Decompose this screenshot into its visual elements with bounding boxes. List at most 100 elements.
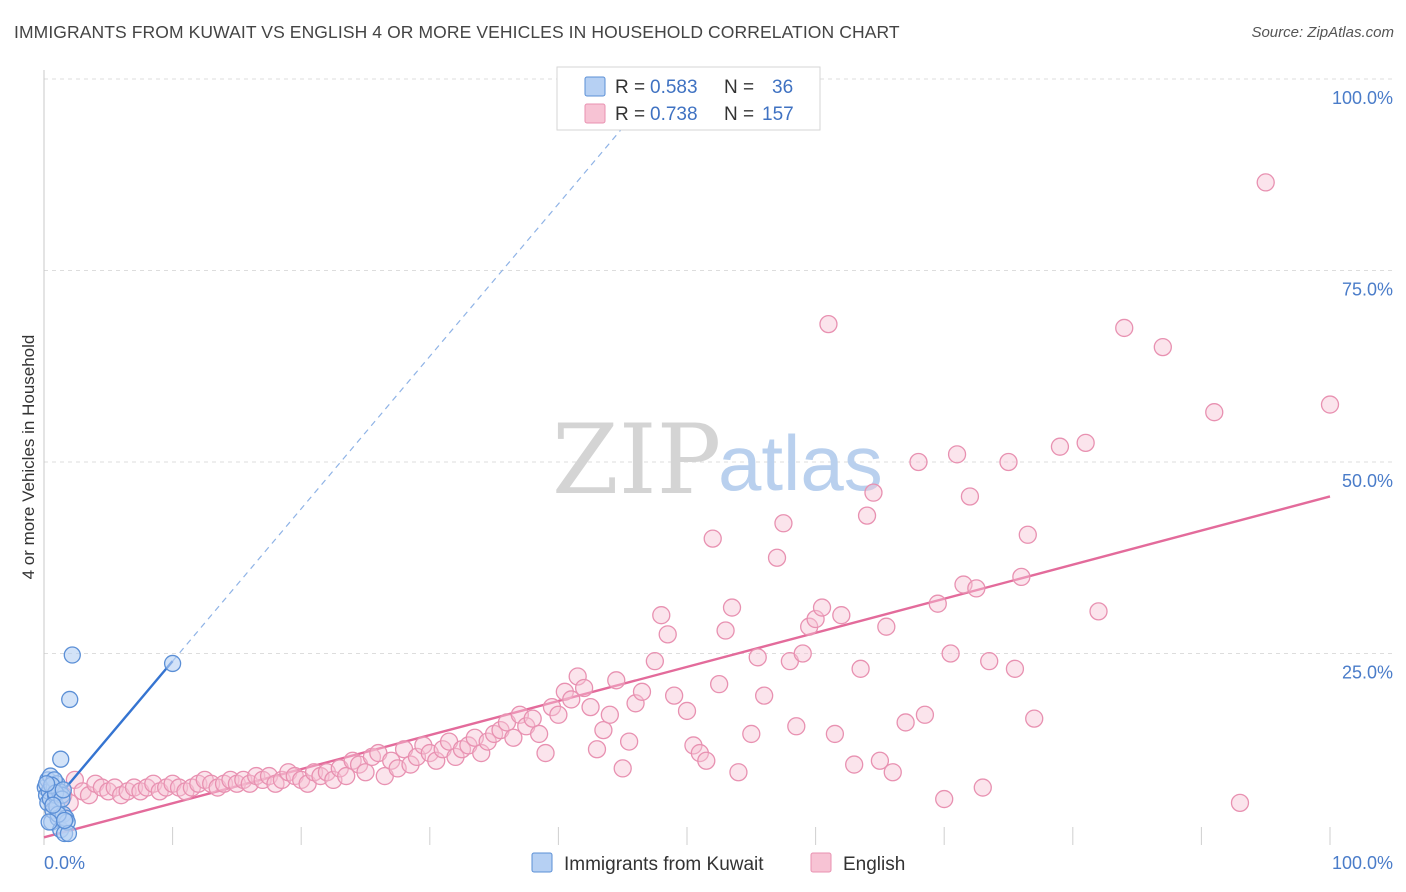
english-point-102: [710, 674, 729, 694]
x-tick-marks: [43, 827, 1331, 845]
english-point-89: [613, 759, 632, 778]
english-point-113: [793, 644, 812, 663]
english-point-125: [877, 617, 896, 636]
y-tick-label-75: 75.0%: [1342, 280, 1393, 300]
watermark-zip: ZIP: [552, 404, 721, 516]
series-legend: Immigrants from Kuwait English: [531, 852, 905, 875]
english-point-88: [607, 671, 626, 690]
english-point-85: [587, 740, 607, 759]
y-tick-label-25: 25.0%: [1342, 663, 1393, 683]
english-point-142: [1018, 525, 1037, 544]
english-point-90: [619, 732, 639, 751]
english-point-133: [947, 445, 967, 464]
english-point-77: [536, 743, 555, 763]
english-point-75: [523, 709, 542, 728]
stats-n-value-1: 36: [772, 77, 793, 98]
grid-lines: [44, 78, 1393, 654]
english-point-117: [819, 314, 838, 334]
english-point-105: [729, 763, 748, 782]
english-point-121: [851, 659, 870, 678]
stats-legend: R = 0.583 N = 36 R = 0.738 N = 157: [556, 66, 821, 131]
english-point-140: [1005, 659, 1025, 678]
english-point-108: [755, 686, 774, 705]
series-legend-swatch-english: [810, 852, 832, 873]
english-point-130: [928, 594, 947, 613]
english-point-115: [806, 609, 825, 629]
english-point-145: [1076, 433, 1095, 453]
english-point-81: [562, 690, 581, 709]
stats-r-value-1: 0.583: [650, 77, 698, 98]
english-point-103: [716, 621, 735, 640]
english-point-83: [574, 678, 594, 698]
english-point-84: [581, 697, 600, 717]
kuwait-point-23: [63, 646, 81, 664]
english-point-118: [825, 724, 845, 744]
english-point-136: [967, 579, 986, 598]
stats-legend-swatch-english: [584, 103, 606, 124]
kuwait-point-22: [61, 690, 79, 709]
series-legend-label-kuwait: Immigrants from Kuwait: [564, 854, 764, 875]
stats-r-label-2: R =: [615, 104, 645, 125]
english-point-109: [767, 548, 787, 567]
english-point-119: [832, 606, 851, 625]
english-point-137: [973, 778, 992, 797]
chart-source: Source: ZipAtlas.com: [1251, 24, 1394, 41]
english-point-143: [1025, 709, 1044, 728]
english-point-122: [857, 506, 877, 525]
english-point-93: [645, 652, 664, 671]
stats-n-label-2: N =: [724, 104, 754, 125]
english-point-91: [626, 694, 645, 713]
english-point-104: [722, 598, 742, 617]
english-point-139: [999, 452, 1018, 472]
english-point-60: [427, 751, 446, 770]
english-point-135: [960, 487, 980, 506]
english-point-132: [941, 644, 960, 663]
english-point-72: [504, 728, 523, 747]
stats-r-label-1: R =: [615, 77, 645, 98]
english-point-123: [864, 483, 883, 502]
english-point-127: [896, 713, 915, 732]
english-point-87: [600, 705, 619, 724]
english-point-79: [549, 705, 568, 724]
english-point-67: [472, 743, 491, 763]
stats-n-label-1: N =: [724, 77, 754, 98]
english-point-146: [1089, 602, 1108, 621]
stats-r-value-2: 0.738: [650, 104, 698, 125]
y-axis-label: 4 or more Vehicles in Household: [19, 335, 38, 580]
kuwait-point-34: [44, 796, 62, 814]
english-point-144: [1050, 437, 1070, 456]
kuwait-point-35: [54, 781, 72, 799]
y-tick-label-50: 50.0%: [1342, 471, 1393, 491]
watermark-atlas: atlas: [718, 419, 883, 507]
english-point-124: [870, 751, 890, 770]
english-point-129: [915, 705, 935, 724]
kuwait-point-32: [37, 775, 56, 793]
stats-n-value-2: 157: [762, 104, 794, 125]
series-legend-swatch-kuwait: [531, 852, 553, 873]
english-point-131: [935, 789, 954, 809]
english-point-126: [883, 763, 902, 782]
english-point-107: [748, 648, 767, 667]
kuwait-point-33: [55, 811, 74, 830]
english-point-147: [1115, 318, 1134, 338]
english-point-149: [1205, 403, 1224, 422]
chart-title: IMMIGRANTS FROM KUWAIT VS ENGLISH 4 OR M…: [14, 22, 900, 42]
y-tick-label-100: 100.0%: [1332, 88, 1393, 108]
stats-legend-swatch-kuwait: [584, 76, 606, 97]
english-point-94: [652, 606, 671, 625]
english-point-150: [1230, 793, 1250, 813]
english-point-141: [1012, 567, 1031, 587]
english-point-120: [845, 755, 864, 774]
english-point-138: [980, 652, 999, 671]
kuwait-point-21: [52, 750, 70, 768]
english-point-100: [697, 751, 716, 770]
kuwait-points: [36, 646, 182, 843]
kuwait-point-27: [40, 813, 58, 831]
english-point-152: [1320, 395, 1340, 414]
english-point-101: [703, 529, 722, 548]
english-point-110: [774, 514, 793, 533]
kuwait-trend-extension: [172, 112, 637, 662]
english-point-97: [677, 701, 697, 721]
series-legend-label-english: English: [843, 854, 905, 875]
